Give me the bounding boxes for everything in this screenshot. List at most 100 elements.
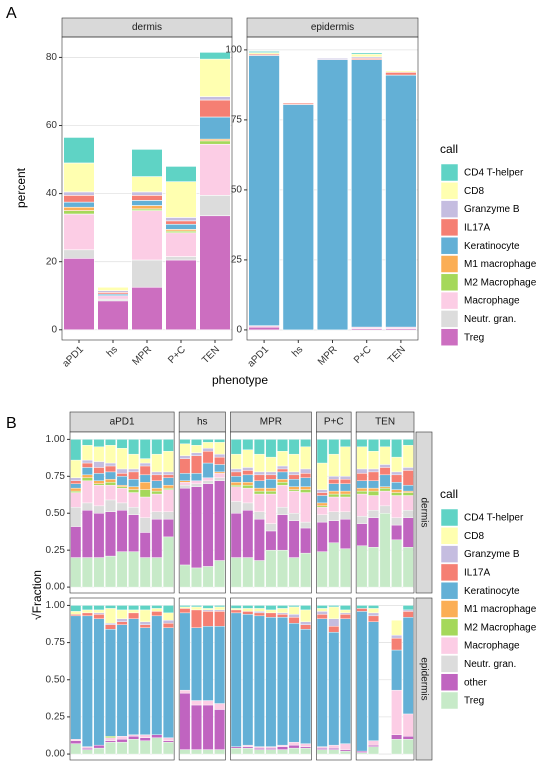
x-tick-label: TEN xyxy=(200,344,222,366)
bar-segment xyxy=(300,605,312,611)
bar-segment xyxy=(253,474,265,481)
bar-segment xyxy=(265,746,277,749)
bar-segment xyxy=(151,487,163,492)
bar-segment xyxy=(253,518,265,561)
bar-segment xyxy=(81,510,93,558)
y-tick-label: 60 xyxy=(46,120,58,131)
bar-segment xyxy=(151,490,163,495)
bar-segment xyxy=(328,631,340,746)
bar-segment xyxy=(116,439,128,449)
bar-segment xyxy=(368,490,379,496)
panel-border xyxy=(61,36,233,341)
bar-segment xyxy=(253,749,265,755)
bar-segment xyxy=(151,439,163,455)
bar-segment xyxy=(93,505,105,514)
bar-segment xyxy=(265,493,277,524)
bar-segment xyxy=(300,552,312,588)
bar-segment xyxy=(162,605,174,614)
bar-segment xyxy=(70,605,82,612)
bar-segment xyxy=(179,439,191,445)
bar-segment xyxy=(70,492,82,508)
bar-segment xyxy=(191,480,202,484)
bar-segment xyxy=(242,474,254,483)
bar-segment xyxy=(116,618,128,622)
bar-segment xyxy=(339,605,351,611)
bar-segment xyxy=(70,439,82,461)
bar-segment xyxy=(179,455,191,459)
bar-segment xyxy=(316,551,328,588)
bar-segment xyxy=(351,53,383,58)
bar-segment xyxy=(139,737,151,741)
bar-segment xyxy=(368,510,379,518)
bar-segment xyxy=(202,439,214,443)
legend-label: CD8 xyxy=(464,531,484,542)
bar-segment xyxy=(300,747,312,755)
bar-segment xyxy=(351,59,383,328)
bar-segment xyxy=(253,493,265,512)
bar-segment xyxy=(162,511,174,520)
bar-segment xyxy=(356,439,368,447)
bar-segment xyxy=(242,510,254,558)
bar-segment xyxy=(116,621,128,625)
bar-segment xyxy=(105,605,116,609)
bar-segment xyxy=(199,195,231,217)
bar-segment xyxy=(139,609,151,622)
bar-segment xyxy=(356,473,368,481)
bar-segment xyxy=(70,480,82,484)
bar-segment xyxy=(63,249,95,259)
bar-segment xyxy=(351,52,383,55)
bar-segment xyxy=(81,459,93,464)
bar-segment xyxy=(139,740,151,755)
bar-segment xyxy=(328,490,340,495)
bar-segment xyxy=(253,611,265,614)
bar-segment xyxy=(162,477,174,486)
bar-segment xyxy=(151,737,163,755)
bar-segment xyxy=(242,608,254,612)
bar-segment xyxy=(93,483,105,486)
bar-segment xyxy=(230,513,242,558)
bar-segment xyxy=(339,750,351,755)
y-tick-label: 0.50 xyxy=(46,508,66,519)
bar-segment xyxy=(191,606,202,611)
bar-segment xyxy=(105,624,116,630)
strip-label: MPR xyxy=(260,417,282,428)
bar-segment xyxy=(282,102,314,105)
bar-segment xyxy=(139,532,151,558)
bar-segment xyxy=(139,605,151,611)
bar-segment xyxy=(300,743,312,747)
bar-segment xyxy=(179,487,191,566)
bar-segment xyxy=(191,483,202,487)
bar-segment xyxy=(139,557,151,588)
bar-segment xyxy=(288,486,300,490)
bar-segment xyxy=(391,524,403,541)
panel-border xyxy=(178,431,226,594)
bar-segment xyxy=(105,629,116,737)
bar-segment xyxy=(385,71,417,76)
bar-segment xyxy=(265,530,277,551)
bar-segment xyxy=(202,566,214,588)
bar-segment xyxy=(131,205,163,210)
bar-segment xyxy=(162,487,174,490)
bar-segment xyxy=(191,627,202,701)
bar-segment xyxy=(191,445,202,453)
bar-segment xyxy=(70,615,82,740)
bar-segment xyxy=(230,746,242,749)
bar-segment xyxy=(162,439,174,452)
bar-segment xyxy=(214,605,226,608)
bar-segment xyxy=(70,507,82,527)
bar-segment xyxy=(339,609,351,614)
bar-segment xyxy=(277,484,288,508)
strip-label: TEN xyxy=(375,417,395,428)
y-tick-label: 100 xyxy=(225,45,242,56)
bar-segment xyxy=(63,162,95,193)
bar-segment xyxy=(316,492,328,496)
panel-border xyxy=(230,597,312,761)
bar-segment xyxy=(242,449,254,468)
legend-swatch xyxy=(440,255,459,273)
bar-segment xyxy=(214,749,226,755)
x-tick-label: P+C xyxy=(352,344,374,366)
panel-border xyxy=(246,36,419,341)
bar-segment xyxy=(63,210,95,215)
bar-segment xyxy=(179,473,191,481)
bar-segment xyxy=(288,741,300,746)
